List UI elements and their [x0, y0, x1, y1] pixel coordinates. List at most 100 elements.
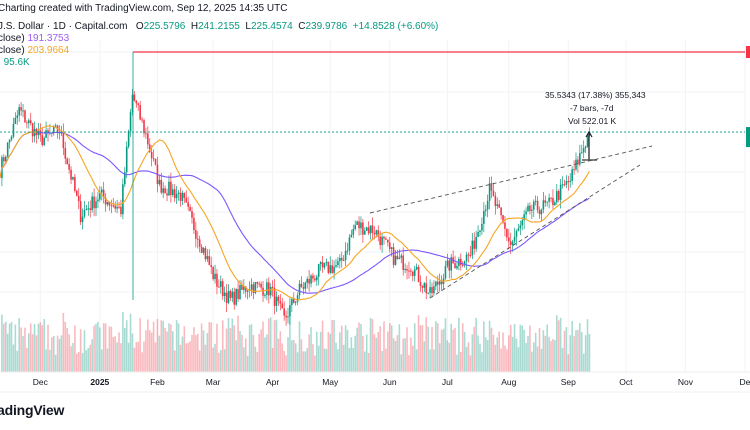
x-tick-label: Apr	[266, 377, 280, 387]
candle-body	[237, 289, 239, 299]
x-tick-label: Jun	[382, 377, 397, 387]
volume-bar	[33, 324, 36, 372]
candle-body	[266, 282, 268, 295]
volume-bar	[208, 322, 211, 372]
candle-body	[195, 230, 197, 239]
candle-body	[200, 246, 203, 253]
volume-bar	[100, 349, 103, 372]
volume-bar	[87, 347, 90, 372]
volume-bar	[388, 323, 391, 372]
candle-body	[95, 201, 97, 209]
volume-bar	[54, 354, 57, 372]
candle-body	[508, 237, 510, 242]
candle-body	[45, 130, 47, 138]
candle-body	[317, 264, 320, 277]
candle-body	[438, 281, 441, 285]
candle-body	[233, 291, 236, 305]
volume-bar	[185, 343, 188, 372]
symbol-name: J.S. Dollar · 1D · Capital.com	[0, 21, 128, 32]
candle-body	[440, 281, 443, 285]
volume-bar	[106, 348, 109, 372]
candle-body	[225, 292, 228, 303]
measure-volume: Vol 522.01 K	[568, 116, 617, 126]
candle-body	[335, 265, 337, 267]
candle-body	[125, 146, 128, 173]
candle-body	[108, 202, 111, 206]
candle-body	[448, 260, 451, 271]
candle-body	[302, 287, 305, 289]
volume-bar	[14, 324, 17, 372]
candle-body	[277, 296, 280, 302]
volume-bar	[488, 320, 491, 372]
candle-body	[133, 94, 136, 101]
candle-body	[254, 281, 257, 294]
volume-bar	[310, 327, 312, 372]
candle-body	[160, 179, 163, 193]
candle-body	[3, 157, 5, 162]
volume-bar	[131, 333, 134, 372]
volume-bar	[51, 337, 53, 372]
candle-body	[402, 255, 404, 270]
candle-body	[337, 261, 339, 266]
volume-bar	[513, 323, 516, 372]
candle-body	[137, 103, 140, 106]
candle-body	[31, 123, 34, 137]
candle-body	[316, 276, 318, 281]
volume-bar	[72, 342, 74, 372]
volume-bar	[122, 312, 124, 372]
volume-bar	[41, 325, 44, 372]
volume-bar	[364, 351, 366, 372]
volume-bar	[83, 330, 86, 372]
volume-bar	[110, 326, 113, 372]
volume-bar	[233, 325, 236, 372]
x-tick-label: Sep	[560, 377, 576, 387]
tradingview-logo: adingView	[0, 402, 65, 418]
volume-bar	[458, 317, 460, 372]
candle-body	[571, 169, 573, 181]
candle-body	[423, 283, 426, 288]
volume-bar	[45, 349, 47, 372]
volume-bar	[254, 346, 257, 372]
volume-bar	[281, 343, 284, 372]
volume-bar	[243, 347, 245, 372]
volume-bar	[177, 323, 180, 372]
volume-bar	[536, 346, 539, 372]
volume-bar	[135, 342, 138, 372]
candle-body	[469, 255, 472, 257]
candle-body	[506, 228, 508, 238]
candle-body	[231, 291, 234, 298]
volume-bar	[509, 324, 512, 372]
candle-body	[333, 266, 335, 273]
candle-body	[70, 169, 72, 180]
volume-bar	[296, 352, 299, 372]
candle-body	[527, 205, 529, 212]
volume-bar	[204, 344, 207, 372]
volume-bar	[508, 335, 510, 372]
resistance-price-tag	[746, 45, 750, 58]
volume-bar	[465, 346, 468, 372]
candles	[1, 88, 591, 326]
candle-body	[41, 135, 44, 146]
volume-bar	[162, 320, 164, 372]
candle-body	[114, 205, 116, 209]
volume-bar	[529, 325, 531, 372]
volume-bar	[362, 335, 364, 372]
candle-body	[83, 210, 86, 217]
candle-body	[162, 188, 164, 193]
candle-body	[72, 177, 74, 180]
volume-bar	[360, 324, 362, 372]
volume-bar	[586, 319, 589, 372]
candle-body	[546, 201, 548, 203]
candle-body	[433, 286, 435, 294]
candle-body	[87, 208, 90, 210]
volume-bar	[139, 318, 141, 372]
candle-body	[89, 208, 92, 210]
volume-bar	[227, 317, 230, 372]
candle-body	[306, 278, 308, 283]
volume-bar	[563, 330, 566, 372]
volume-bar	[369, 317, 372, 372]
candle-body	[256, 281, 259, 284]
volume-bar	[152, 321, 155, 372]
volume-bar	[231, 318, 234, 372]
